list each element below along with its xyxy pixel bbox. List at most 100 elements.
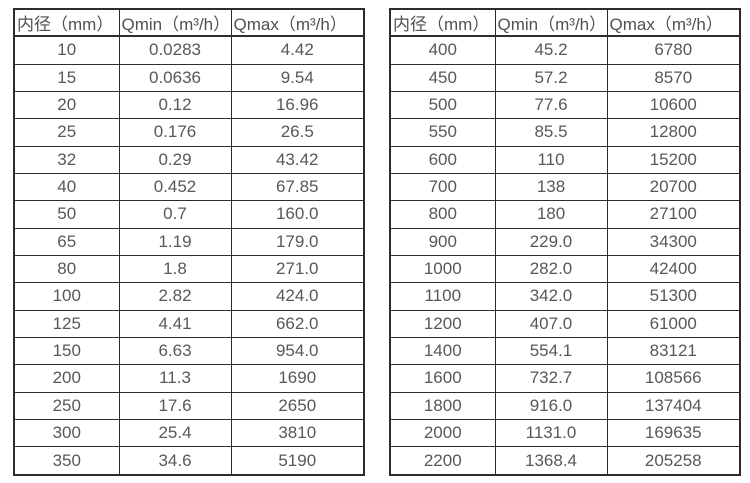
table-row: 25 0.176 26.5 [13,118,365,147]
table-cell: 700 [389,172,496,202]
table-cell: 500 [389,90,496,120]
column-header-diameter: 内径（mm） [389,8,496,37]
table-cell: 10600 [606,90,741,120]
table-row: 20 0.12 16.96 [13,90,365,120]
table-row: 100 2.82 424.0 [13,282,365,311]
table-row: 150 6.63 954.0 [13,336,365,366]
table-cell: 8570 [606,63,741,92]
table-cell: 83121 [606,336,741,366]
table-cell: 0.176 [118,118,232,147]
header-row: 内径（mm） Qmin（m³/h） Qmax（m³/h） [389,8,741,37]
table-cell: 17.6 [118,391,232,420]
column-header-qmax: Qmax（m³/h） [606,8,741,37]
table-row: 1600 732.7 108566 [389,364,741,393]
table-cell: 6780 [606,35,741,65]
table-cell: 600 [389,145,496,174]
table-row: 700 138 20700 [389,172,741,202]
table-row: 600 110 15200 [389,145,741,174]
spec-table-large-diameters: 内径（mm） Qmin（m³/h） Qmax（m³/h） 400 45.2 6780… [389,8,741,476]
table-cell: 1368.4 [494,446,608,476]
table-cell: 2650 [230,391,365,420]
table-cell: 0.7 [118,200,232,229]
table-row: 500 77.6 10600 [389,90,741,120]
table-cell: 0.452 [118,172,232,202]
table-cell: 400 [389,35,496,65]
table-cell: 100 [13,282,120,311]
table-row: 1800 916.0 137404 [389,391,741,420]
table-row: 450 57.2 8570 [389,63,741,92]
table-row: 900 229.0 34300 [389,227,741,256]
table-cell: 205258 [606,446,741,476]
column-header-diameter: 内径（mm） [13,8,120,37]
table-cell: 732.7 [494,364,608,393]
table-cell: 2200 [389,446,496,476]
table-cell: 0.12 [118,90,232,120]
table-cell: 150 [13,336,120,366]
table-row: 40 0.452 67.85 [13,172,365,202]
table-row: 10 0.0283 4.42 [13,35,365,65]
table-cell: 0.29 [118,145,232,174]
table-row: 1100 342.0 51300 [389,282,741,311]
table-row: 1200 407.0 61000 [389,309,741,338]
table-cell: 77.6 [494,90,608,120]
column-header-qmin: Qmin（m³/h） [494,8,608,37]
table-cell: 12800 [606,118,741,147]
table-cell: 4.41 [118,309,232,338]
table-cell: 34.6 [118,446,232,476]
table-cell: 1800 [389,391,496,420]
table-row: 50 0.7 160.0 [13,200,365,229]
table-cell: 34300 [606,227,741,256]
table-cell: 25 [13,118,120,147]
table-cell: 0.0636 [118,63,232,92]
table-cell: 554.1 [494,336,608,366]
table-cell: 125 [13,309,120,338]
table-cell: 282.0 [494,254,608,284]
table-cell: 110 [494,145,608,174]
table-cell: 27100 [606,200,741,229]
table-cell: 160.0 [230,200,365,229]
table-cell: 10 [13,35,120,65]
table-cell: 350 [13,446,120,476]
table-cell: 67.85 [230,172,365,202]
table-cell: 2000 [389,418,496,448]
table-cell: 6.63 [118,336,232,366]
table-cell: 200 [13,364,120,393]
table-row: 200 11.3 1690 [13,364,365,393]
table-cell: 450 [389,63,496,92]
table-cell: 16.96 [230,90,365,120]
table-cell: 65 [13,227,120,256]
table-cell: 43.42 [230,145,365,174]
table-cell: 25.4 [118,418,232,448]
table-row: 2200 1368.4 205258 [389,446,741,476]
table-cell: 26.5 [230,118,365,147]
table-row: 800 180 27100 [389,200,741,229]
table-cell: 1600 [389,364,496,393]
table-row: 400 45.2 6780 [389,35,741,65]
table-row: 250 17.6 2650 [13,391,365,420]
table-cell: 9.54 [230,63,365,92]
table-row: 350 34.6 5190 [13,446,365,476]
table-cell: 50 [13,200,120,229]
table-cell: 916.0 [494,391,608,420]
table-cell: 61000 [606,309,741,338]
table-row: 550 85.5 12800 [389,118,741,147]
table-row: 65 1.19 179.0 [13,227,365,256]
table-cell: 662.0 [230,309,365,338]
table-cell: 180 [494,200,608,229]
table-cell: 42400 [606,254,741,284]
table-cell: 108566 [606,364,741,393]
table-cell: 32 [13,145,120,174]
table-cell: 229.0 [494,227,608,256]
table-cell: 407.0 [494,309,608,338]
spec-table-small-diameters: 内径（mm） Qmin（m³/h） Qmax（m³/h） 10 0.0283 4.4… [13,8,365,476]
column-header-qmax: Qmax（m³/h） [230,8,365,37]
table-cell: 800 [389,200,496,229]
table-row: 1400 554.1 83121 [389,336,741,366]
table-cell: 85.5 [494,118,608,147]
table-cell: 1200 [389,309,496,338]
table-cell: 80 [13,254,120,284]
table-cell: 179.0 [230,227,365,256]
table-cell: 5190 [230,446,365,476]
table-cell: 51300 [606,282,741,311]
table-cell: 1690 [230,364,365,393]
